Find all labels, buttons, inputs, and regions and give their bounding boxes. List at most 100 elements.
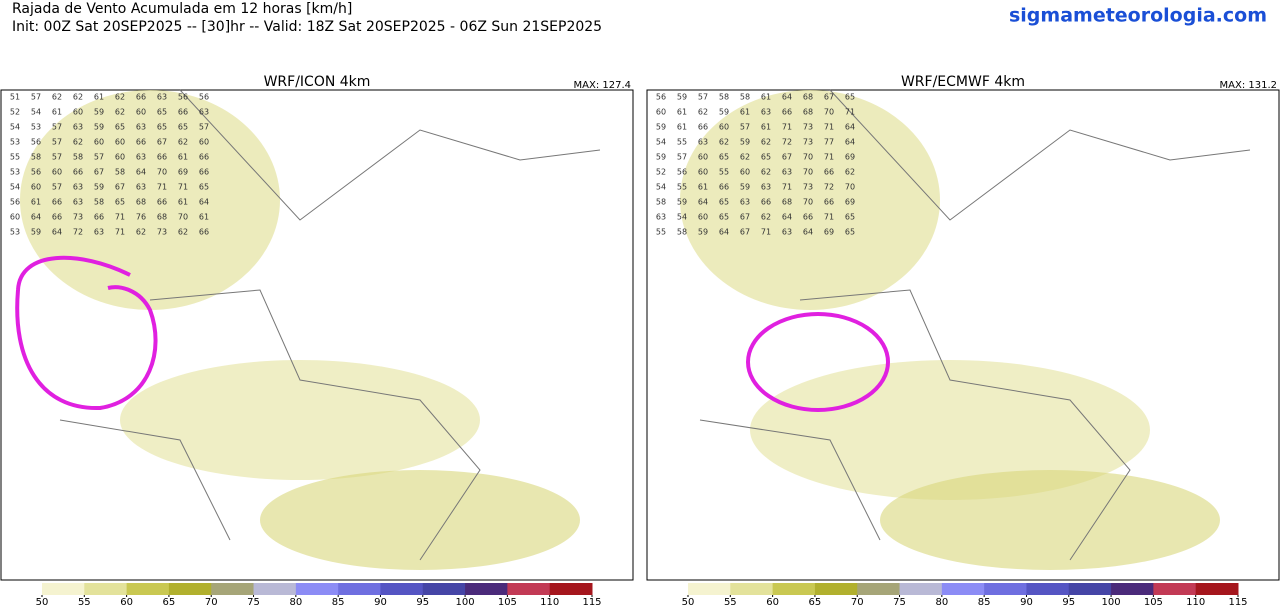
shade	[680, 90, 940, 310]
map-value: 60	[94, 138, 104, 147]
shade	[880, 470, 1220, 570]
map-value: 68	[136, 198, 146, 207]
map-value: 67	[115, 183, 125, 192]
map-value: 63	[94, 228, 104, 237]
map-value: 67	[94, 168, 104, 177]
colorbar-swatch	[899, 583, 943, 595]
map-value: 62	[136, 228, 146, 237]
map-value: 60	[698, 168, 708, 177]
map-value: 60	[10, 213, 20, 222]
annotation	[746, 312, 890, 412]
colorbar-label: 95	[1062, 597, 1075, 606]
colorbar-label: 85	[978, 597, 991, 606]
map-value: 59	[94, 183, 104, 192]
map-value: 66	[719, 183, 729, 192]
colorbar-label: 115	[582, 597, 601, 606]
map-value: 73	[803, 183, 813, 192]
map-value: 57	[52, 153, 62, 162]
map-value: 56	[178, 93, 188, 102]
colorbar-swatch	[1068, 583, 1112, 595]
map-value: 71	[178, 183, 188, 192]
colorbar-label: 85	[332, 597, 345, 606]
panel: WRF/ECMWF 4km MAX: 131.2 56 59 57 58 58 61 64 68 6…	[646, 74, 1280, 608]
colorbar-swatch	[1153, 583, 1197, 595]
map-value: 59	[94, 123, 104, 132]
map-value: 66	[157, 198, 167, 207]
title: Rajada de Vento Acumulada em 12 horas [k…	[12, 1, 352, 17]
map-value: 60	[52, 168, 62, 177]
map-value: 70	[803, 198, 813, 207]
map-value: 70	[157, 168, 167, 177]
map-value: 53	[10, 168, 20, 177]
colorbar-swatch	[1026, 583, 1070, 595]
map-value: 72	[73, 228, 83, 237]
map-value: 63	[136, 123, 146, 132]
map-value: 66	[136, 93, 146, 102]
map-value: 62	[719, 138, 729, 147]
map-value: 60	[698, 153, 708, 162]
map-value: 55	[10, 153, 20, 162]
map-value: 61	[677, 123, 687, 132]
map-value: 73	[157, 228, 167, 237]
colorbar-label: 105	[498, 597, 517, 606]
map-value: 64	[803, 228, 813, 237]
map-value: 66	[94, 213, 104, 222]
annotation	[15, 255, 158, 411]
colorbar-swatch	[42, 583, 85, 595]
map-value: 55	[719, 168, 729, 177]
map-value: 66	[52, 198, 62, 207]
map-value: 62	[178, 228, 188, 237]
map-value: 67	[824, 93, 834, 102]
map-value: 65	[845, 228, 855, 237]
map-value: 69	[845, 198, 855, 207]
map-value: 60	[136, 108, 146, 117]
map-value: 65	[719, 213, 729, 222]
map-value: 53	[10, 228, 20, 237]
site-link[interactable]: sigmameteorologia.com	[1009, 5, 1267, 27]
shade	[120, 360, 480, 480]
map-value: 66	[199, 153, 209, 162]
colorbar-swatch	[211, 583, 255, 595]
map-value: 65	[157, 108, 167, 117]
map-value: 70	[803, 168, 813, 177]
map-value: 66	[178, 108, 188, 117]
map-value: 61	[740, 108, 750, 117]
map-value: 76	[136, 213, 146, 222]
map-value: 58	[677, 228, 687, 237]
map-value: 59	[677, 93, 687, 102]
map-value: 61	[178, 198, 188, 207]
map-value: 67	[157, 138, 167, 147]
colorbar-swatch	[507, 583, 551, 595]
map-value: 67	[782, 153, 792, 162]
map-value: 62	[761, 138, 771, 147]
colorbar-swatch	[465, 583, 508, 595]
map-value: 66	[761, 198, 771, 207]
map-value: 70	[845, 183, 855, 192]
map-value: 71	[115, 213, 125, 222]
map-value: 60	[199, 138, 209, 147]
map-value: 54	[10, 123, 20, 132]
map-value: 71	[761, 228, 771, 237]
map-value: 68	[803, 93, 813, 102]
colorbar-label: 65	[809, 597, 822, 606]
max-label: MAX: 131.2	[1220, 80, 1278, 91]
map-value: 56	[677, 168, 687, 177]
map-value: 71	[824, 123, 834, 132]
map-value: 58	[719, 93, 729, 102]
map-value: 72	[782, 138, 792, 147]
map-value: 66	[698, 123, 708, 132]
map-value: 69	[824, 228, 834, 237]
map-value: 62	[115, 108, 125, 117]
map-value: 71	[782, 183, 792, 192]
map-value: 53	[31, 123, 41, 132]
map-value: 65	[157, 123, 167, 132]
colorbar-label: 90	[1020, 597, 1033, 606]
map-value: 63	[656, 213, 666, 222]
map-value: 52	[10, 108, 20, 117]
map-value: 57	[677, 153, 687, 162]
colorbar-label: 60	[766, 597, 779, 606]
map-value: 62	[73, 138, 83, 147]
map-value: 62	[761, 168, 771, 177]
map-value: 62	[178, 138, 188, 147]
